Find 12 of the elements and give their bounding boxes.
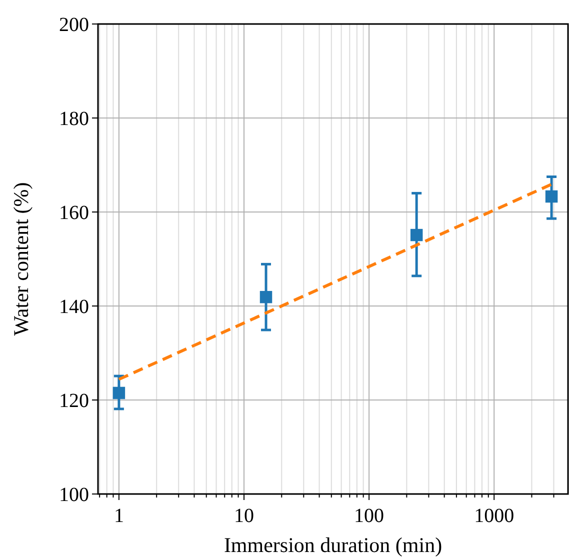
y-axis-title: Water content (%) [9,182,33,336]
y-tick-label: 160 [59,202,89,224]
y-tick-label: 100 [59,484,89,506]
y-tick-label: 120 [59,390,89,412]
x-tick-label: 10 [234,505,254,527]
x-tick-label: 1 [114,505,124,527]
x-axis-title: Immersion duration (min) [224,533,442,557]
y-tick-label: 200 [59,14,89,36]
x-tick-label: 100 [354,505,384,527]
x-tick-label: 1000 [474,505,514,527]
y-tick-label: 140 [59,296,89,318]
y-tick-label: 180 [59,108,89,130]
